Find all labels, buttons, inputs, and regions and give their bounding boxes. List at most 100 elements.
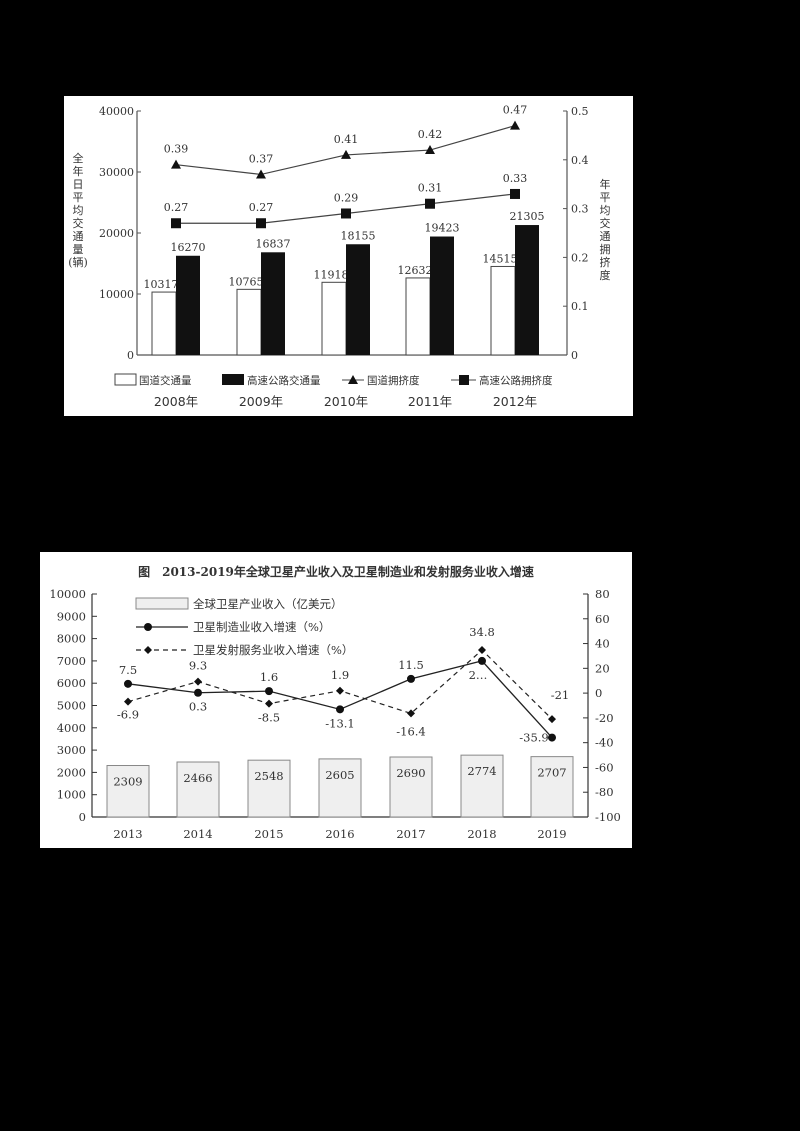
x-category-label: 2014 [183,827,212,841]
legend-swatch-national-volume [114,373,137,386]
launch-point-label: -6.9 [117,708,139,722]
x-category-label: 2015 [254,827,283,841]
y2-axis-title-char: 年 [600,177,611,191]
square-marker-icon [459,375,469,385]
y-axis-title-char: 年 [73,164,84,178]
circle-marker-icon [407,674,415,683]
circle-marker-icon [548,733,556,742]
circle-marker-icon [336,705,344,714]
y2-tick-label: -80 [595,785,614,799]
bar-satellite-revenue [318,758,362,818]
circle-marker-icon [265,687,273,696]
y-tick-label: 20000 [99,227,134,240]
diamond-marker-icon [265,699,273,708]
y-tick-label: 30000 [99,166,134,179]
y2-tick-label: -40 [595,736,614,750]
y-tick-label: 0 [79,810,86,824]
y-tick-label: 1000 [57,788,86,802]
bar-label: 10765 [229,275,264,288]
triangle-marker-icon [171,159,181,169]
launch-point-label: 9.3 [189,659,207,673]
bar-label: 2690 [396,766,425,780]
traffic-chart-canvas: 01000020000300004000000.10.20.30.40.5全年日… [68,104,611,409]
y2-tick-label: -100 [595,810,621,824]
y-tick-label: 7000 [57,654,86,668]
square-marker-icon [425,198,435,209]
legend-label: 高速公路拥挤度 [479,374,553,387]
legend-label: 卫星制造业收入增速（%） [193,620,330,634]
x-category-label: 2011年 [408,394,452,409]
y-tick-label: 8000 [57,632,86,646]
y2-tick-label: 20 [595,661,610,675]
point-label: 0.39 [164,143,189,156]
bar-label: 21305 [510,210,545,223]
manufacturing-point-label: -13.1 [325,716,355,730]
x-category-label: 2019 [537,827,566,841]
y2-tick-label: 0.2 [571,251,589,264]
bar-satellite-revenue [389,756,433,818]
x-category-label: 2010年 [324,394,368,409]
bar-label: 2774 [467,764,496,778]
y-tick-label: 5000 [57,699,86,713]
x-category-label: 2012年 [493,394,537,409]
launch-point-label: -8.5 [258,711,280,725]
x-category-label: 2017 [396,827,425,841]
diamond-marker-icon [478,645,486,654]
bar-label: 19423 [425,222,460,235]
point-label: 0.41 [334,133,359,146]
y2-axis-title-char: 交 [600,216,611,230]
launch-point-label: -21 [551,688,570,702]
x-category-label: 2013 [113,827,142,841]
circle-marker-icon [194,688,202,697]
triangle-marker-icon [341,149,351,159]
bar-label: 10317 [144,278,179,291]
bar-label: 2466 [183,771,212,785]
point-label: 0.47 [503,104,528,117]
y2-tick-label: 0.3 [571,203,589,216]
y2-axis-title-char: 度 [600,268,611,282]
y2-axis-title-char: 通 [600,230,611,243]
y-axis-title-char: 平 [73,191,84,204]
y-axis-title-char: 量 [73,243,84,256]
y2-tick-label: 60 [595,612,610,626]
bar-satellite-revenue [530,756,574,818]
bar-national-road-volume [236,288,262,356]
point-label: 0.31 [418,182,443,195]
diamond-marker-icon [336,686,344,695]
satellite-chart-canvas: 图 2013-2019年全球卫星产业收入及卫星制造业和发射服务业收入增速 0 100… [49,564,621,841]
square-marker-icon [510,188,520,199]
y2-tick-label: 80 [595,587,610,601]
triangle-marker-icon [348,375,358,384]
y-tick-label: 2000 [57,765,86,779]
y-tick-label: 10000 [49,587,86,601]
triangle-marker-icon [256,169,266,179]
y-tick-label: 9000 [57,609,86,623]
legend-label: 卫星发射服务业收入增速（%） [193,643,353,657]
launch-point-label: 34.8 [469,625,495,639]
circle-marker-icon [124,679,132,688]
bar-highway-volume [430,236,454,355]
y-tick-label: 6000 [57,676,86,690]
bar-highway-volume [176,255,200,355]
y-tick-label: 10000 [99,288,134,301]
bar-highway-volume [261,252,285,355]
point-label: 0.29 [334,191,359,204]
manufacturing-point-label: 1.6 [260,670,278,684]
diamond-marker-icon [144,646,152,654]
bar-label: 2707 [537,766,566,780]
bar-label: 14515 [483,252,518,265]
diamond-marker-icon [194,677,202,686]
y2-axis-title-char: 挤 [600,255,611,269]
legend-label: 全球卫星产业收入（亿美元） [193,597,343,611]
y2-tick-label: 0 [595,686,602,700]
diamond-marker-icon [124,697,132,706]
bar-national-road-volume [490,265,516,356]
y2-tick-label: 0.4 [571,154,589,167]
point-label: 0.33 [503,172,528,185]
legend-label: 国道拥挤度 [367,374,420,387]
y2-tick-label: 40 [595,637,610,651]
square-marker-icon [341,208,351,219]
bar-national-road-volume [151,291,177,356]
point-label: 0.37 [249,152,274,165]
y2-tick-label: 0 [571,349,578,362]
